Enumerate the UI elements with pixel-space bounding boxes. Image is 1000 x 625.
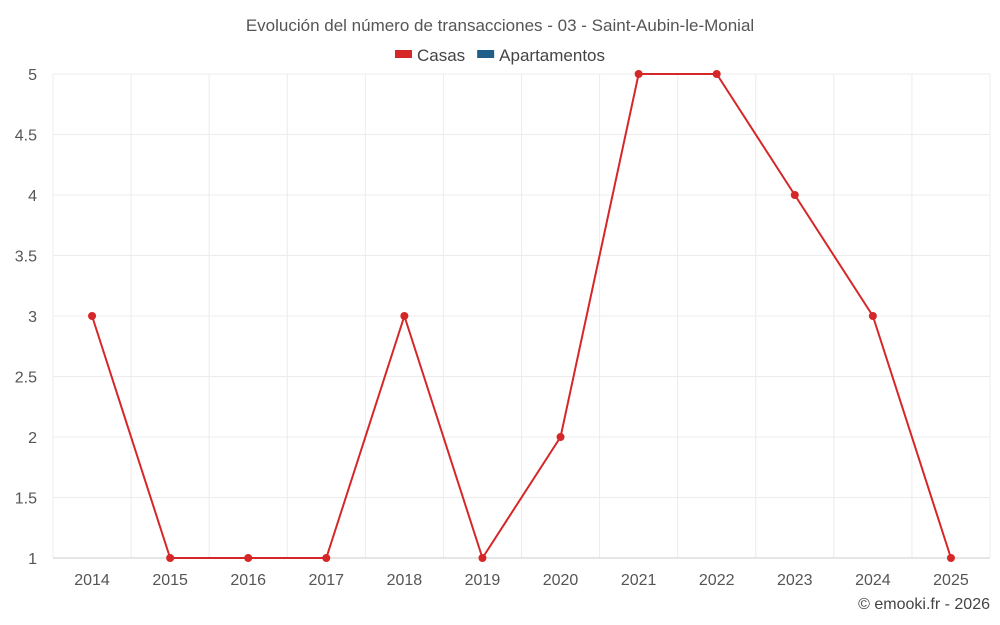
legend-label: Casas — [417, 46, 465, 65]
x-tick-label: 2025 — [933, 572, 969, 589]
x-tick-label: 2018 — [387, 572, 423, 589]
x-tick-label: 2022 — [699, 572, 735, 589]
data-point[interactable] — [244, 554, 253, 562]
data-point[interactable] — [88, 312, 97, 320]
x-tick-label: 2015 — [152, 572, 188, 589]
grid — [52, 73, 991, 559]
data-point[interactable] — [400, 312, 409, 320]
legend-label: Apartamentos — [499, 46, 605, 65]
series-layer — [88, 70, 955, 562]
y-axis-ticks: 1 1.5 2 2.5 3 3.5 4 4.5 5 — [15, 67, 37, 568]
x-tick-label: 2017 — [308, 572, 344, 589]
data-point[interactable] — [790, 191, 799, 199]
y-tick-label: 5 — [28, 67, 37, 84]
y-tick-label: 4 — [28, 188, 37, 205]
y-tick-label: 1 — [28, 551, 37, 568]
series-line-casas — [91, 73, 952, 559]
y-tick-label: 1.5 — [15, 491, 37, 508]
legend-item-casas[interactable]: Casas — [394, 46, 465, 65]
data-point[interactable] — [868, 312, 877, 320]
data-point[interactable] — [946, 554, 955, 562]
data-point[interactable] — [322, 554, 331, 562]
x-tick-label: 2014 — [74, 572, 110, 589]
y-tick-label: 4.5 — [15, 128, 37, 145]
legend-swatch — [394, 50, 412, 58]
legend-item-apartamentos[interactable]: Apartamentos — [477, 46, 605, 65]
data-point[interactable] — [556, 433, 565, 441]
chart-title: Evolución del número de transacciones - … — [246, 16, 754, 35]
y-tick-label: 3.5 — [15, 249, 37, 266]
x-tick-label: 2016 — [230, 572, 266, 589]
data-point[interactable] — [166, 554, 175, 562]
x-tick-label: 2023 — [777, 572, 813, 589]
y-tick-label: 2 — [28, 430, 37, 447]
legend-swatch — [477, 50, 495, 58]
x-tick-label: 2024 — [855, 572, 891, 589]
data-point[interactable] — [712, 70, 721, 78]
data-point[interactable] — [634, 70, 643, 78]
y-tick-label: 2.5 — [15, 370, 37, 387]
legend: Casas Apartamentos — [394, 46, 605, 65]
data-point[interactable] — [478, 554, 487, 562]
credit-text: © emooki.fr - 2026 — [858, 596, 990, 613]
y-tick-label: 3 — [28, 309, 37, 326]
x-tick-label: 2020 — [543, 572, 579, 589]
x-axis-ticks: 2014 2015 2016 2017 2018 2019 2020 2021 2022 2023… — [74, 572, 969, 589]
x-tick-label: 2019 — [465, 572, 501, 589]
x-tick-label: 2021 — [621, 572, 657, 589]
